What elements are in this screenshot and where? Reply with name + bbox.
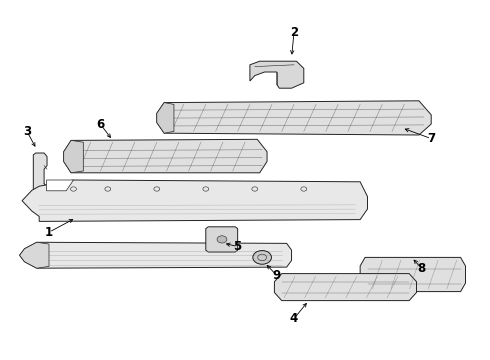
Polygon shape	[20, 242, 292, 268]
Polygon shape	[157, 101, 431, 135]
Polygon shape	[206, 227, 238, 252]
Polygon shape	[157, 103, 174, 133]
Text: 3: 3	[23, 125, 31, 138]
Text: 6: 6	[97, 118, 104, 131]
Polygon shape	[22, 180, 368, 221]
Polygon shape	[274, 274, 416, 301]
Polygon shape	[64, 139, 267, 173]
Polygon shape	[20, 242, 49, 268]
Text: 4: 4	[290, 312, 298, 325]
Text: 5: 5	[234, 240, 242, 253]
Text: 1: 1	[45, 226, 53, 239]
Circle shape	[253, 251, 271, 264]
Text: 9: 9	[273, 269, 281, 282]
Text: 2: 2	[290, 26, 298, 39]
Polygon shape	[250, 61, 304, 88]
Text: 7: 7	[427, 132, 435, 145]
Text: 8: 8	[417, 262, 425, 275]
Polygon shape	[360, 257, 465, 292]
Polygon shape	[64, 140, 83, 173]
Polygon shape	[47, 180, 74, 191]
Circle shape	[217, 236, 227, 243]
Polygon shape	[33, 153, 47, 202]
